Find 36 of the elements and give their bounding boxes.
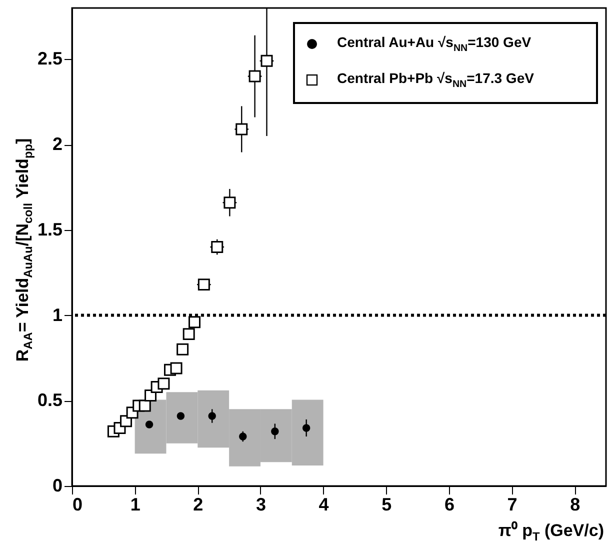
point — [260, 54, 273, 67]
x-tick-label: 8 — [570, 494, 580, 514]
point — [271, 428, 279, 436]
legend-label: Central Pb+Pb √s$_{NN}$=17.3 GeV — [337, 70, 534, 90]
point — [138, 400, 151, 412]
point — [224, 196, 236, 209]
point — [248, 70, 261, 82]
point — [208, 412, 216, 420]
point — [188, 316, 200, 328]
x-axis-title: π⁰ p$_{T}$ (GeV/c) — [498, 520, 604, 544]
point — [176, 412, 185, 420]
point — [176, 343, 189, 356]
y-tick-label: 0.5 — [37, 390, 62, 410]
point — [198, 278, 210, 291]
y-tick-label: 1 — [52, 304, 62, 325]
x-tick-label: 6 — [444, 494, 454, 514]
legend-label: Central Au+Au √s$_{NN}$=130 GeV — [337, 34, 532, 54]
point — [302, 424, 310, 432]
x-tick-label: 2 — [193, 494, 204, 514]
point — [182, 328, 195, 340]
point — [145, 420, 154, 428]
point — [158, 378, 170, 390]
point — [239, 432, 247, 440]
x-tick-label: 0 — [72, 494, 83, 514]
y-tick-label: 2.5 — [37, 48, 62, 69]
x-tick-label: 4 — [318, 494, 329, 514]
x-tick-label: 5 — [382, 494, 392, 514]
point — [211, 241, 224, 253]
y-tick-label: 0 — [52, 476, 62, 496]
y-tick-label: 2 — [52, 134, 62, 154]
x-tick-label: 3 — [256, 494, 266, 514]
x-tick-label: 1 — [130, 494, 140, 514]
x-tick-label: 7 — [507, 494, 518, 514]
point — [170, 362, 182, 374]
point — [236, 123, 248, 136]
y-tick-label: 1.5 — [37, 219, 62, 240]
